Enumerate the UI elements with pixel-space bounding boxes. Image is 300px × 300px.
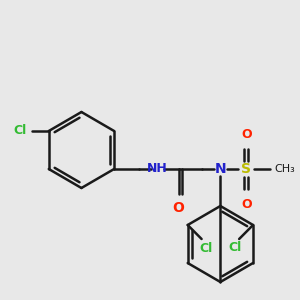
Text: N: N — [214, 162, 226, 176]
Text: CH₃: CH₃ — [274, 164, 295, 174]
Text: Cl: Cl — [199, 242, 212, 254]
Text: Cl: Cl — [229, 242, 242, 254]
Text: O: O — [241, 128, 251, 140]
Text: S: S — [241, 162, 251, 176]
Text: Cl: Cl — [14, 124, 27, 137]
Text: O: O — [173, 201, 184, 215]
Text: NH: NH — [146, 163, 167, 176]
Text: O: O — [241, 197, 251, 211]
